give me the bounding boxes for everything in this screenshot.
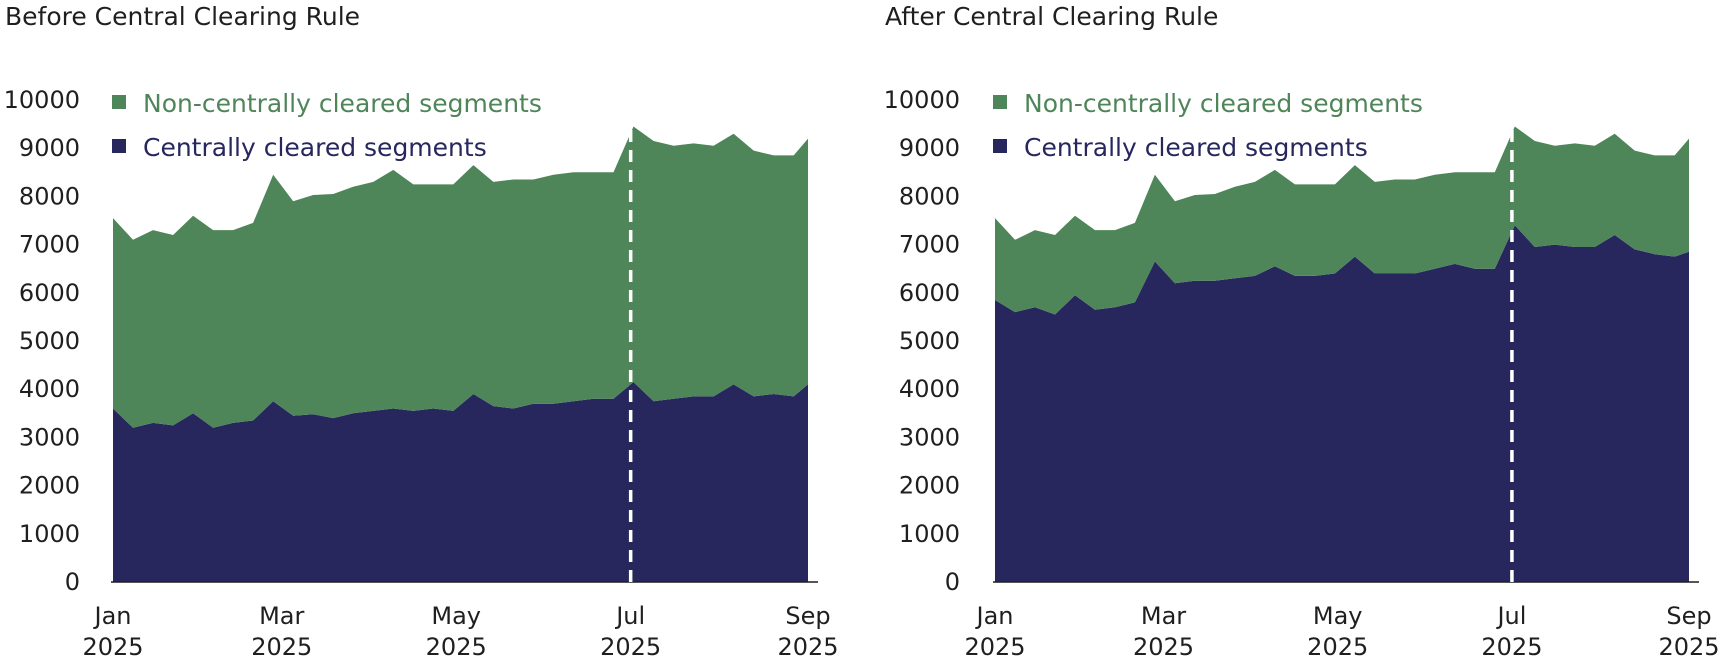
y-tick-label: 7000 [899, 231, 960, 259]
y-tick-label: 10000 [4, 86, 80, 114]
y-tick-label: 10000 [884, 86, 960, 114]
x-tick-label-year: 2025 [600, 633, 661, 661]
y-tick-label: 2000 [899, 472, 960, 500]
y-tick-label: 0 [65, 568, 80, 596]
legend-label: Centrally cleared segments [143, 133, 487, 162]
y-tick-label: 6000 [19, 279, 80, 307]
y-tick-label: 8000 [19, 182, 80, 210]
x-tick-label-year: 2025 [1307, 633, 1368, 661]
y-tick-label: 7000 [19, 231, 80, 259]
x-tick-label-month: Sep [785, 602, 830, 630]
legend-swatch [993, 95, 1007, 109]
y-tick-label: 8000 [899, 182, 960, 210]
legend-label: Non-centrally cleared segments [1024, 89, 1423, 118]
legend-swatch [112, 139, 126, 153]
y-tick-label: 0 [945, 568, 960, 596]
x-tick-label-year: 2025 [1481, 633, 1542, 661]
y-tick-label: 9000 [899, 134, 960, 162]
x-tick-label-month: Mar [259, 602, 304, 630]
y-tick-label: 5000 [19, 327, 80, 355]
y-tick-label: 4000 [899, 375, 960, 403]
x-tick-label-year: 2025 [426, 633, 487, 661]
y-tick-label: 2000 [19, 472, 80, 500]
x-tick-label-month: Jul [1495, 602, 1526, 630]
area-series-0-panel-1 [995, 225, 1689, 583]
chart-panel-1: 0 1000 2000 3000 4000 5000 6000 7000 8000 9000 100… [884, 86, 1720, 661]
legend-label: Centrally cleared segments [1024, 133, 1368, 162]
x-tick-label-year: 2025 [1658, 633, 1719, 661]
y-tick-label: 6000 [899, 279, 960, 307]
legend-swatch [993, 139, 1007, 153]
area-series-1-panel-1 [995, 126, 1689, 315]
legend-label: Non-centrally cleared segments [143, 89, 542, 118]
x-tick-label-month: Mar [1141, 602, 1186, 630]
chart-title-right: After Central Clearing Rule [885, 2, 1219, 31]
x-tick-label-year: 2025 [251, 633, 312, 661]
chart-panel-0: 0 1000 2000 3000 4000 5000 6000 7000 8000 9000 100… [4, 86, 839, 661]
x-tick-label-month: Jul [614, 602, 645, 630]
x-tick-label-month: Jan [975, 602, 1014, 630]
area-series-0-panel-0 [113, 382, 808, 582]
y-tick-label: 3000 [19, 423, 80, 451]
x-tick-label-year: 2025 [777, 633, 838, 661]
x-tick-label-year: 2025 [964, 633, 1025, 661]
legend-swatch [112, 95, 126, 109]
y-tick-label: 5000 [899, 327, 960, 355]
x-tick-label-month: May [1313, 602, 1363, 630]
x-tick-label-month: Sep [1666, 602, 1711, 630]
y-tick-label: 3000 [899, 423, 960, 451]
x-tick-label-month: Jan [93, 602, 132, 630]
y-tick-label: 9000 [19, 134, 80, 162]
y-tick-label: 1000 [899, 520, 960, 548]
y-tick-label: 1000 [19, 520, 80, 548]
y-tick-label: 4000 [19, 375, 80, 403]
x-tick-label-month: May [431, 602, 481, 630]
area-series-1-panel-0 [113, 126, 808, 428]
x-tick-label-year: 2025 [82, 633, 143, 661]
chart-title-left: Before Central Clearing Rule [5, 2, 361, 31]
x-tick-label-year: 2025 [1133, 633, 1194, 661]
